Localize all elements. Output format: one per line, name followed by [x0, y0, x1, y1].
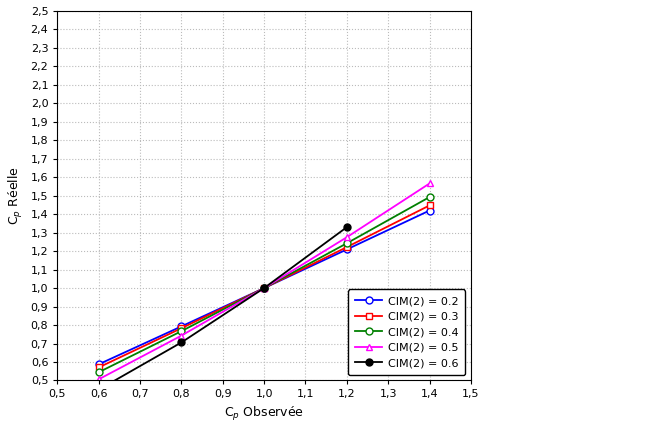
X-axis label: C$_p$ Observée: C$_p$ Observée: [224, 405, 304, 423]
CIM(2) = 0.5: [95, 377, 103, 382]
CIM(2) = 0.6: [95, 387, 103, 392]
CIM(2) = 0.4: [426, 194, 434, 200]
CIM(2) = 0.3: [95, 365, 103, 370]
Line: CIM(2) = 0.2: CIM(2) = 0.2: [95, 207, 433, 368]
CIM(2) = 0.4: [177, 329, 185, 334]
Y-axis label: C$_p$ Réelle: C$_p$ Réelle: [7, 166, 25, 225]
CIM(2) = 0.2: [343, 247, 351, 252]
CIM(2) = 0.4: [260, 286, 268, 291]
CIM(2) = 0.5: [260, 286, 268, 291]
Line: CIM(2) = 0.5: CIM(2) = 0.5: [95, 180, 433, 383]
CIM(2) = 0.3: [260, 286, 268, 291]
CIM(2) = 0.6: [343, 224, 351, 230]
CIM(2) = 0.2: [95, 362, 103, 367]
CIM(2) = 0.3: [426, 203, 434, 208]
CIM(2) = 0.2: [260, 286, 268, 291]
Line: CIM(2) = 0.3: CIM(2) = 0.3: [95, 202, 433, 371]
CIM(2) = 0.4: [343, 241, 351, 246]
Legend: CIM(2) = 0.2, CIM(2) = 0.3, CIM(2) = 0.4, CIM(2) = 0.5, CIM(2) = 0.6: CIM(2) = 0.2, CIM(2) = 0.3, CIM(2) = 0.4…: [348, 289, 466, 375]
CIM(2) = 0.6: [177, 340, 185, 345]
CIM(2) = 0.4: [95, 370, 103, 375]
CIM(2) = 0.5: [343, 235, 351, 240]
CIM(2) = 0.3: [343, 245, 351, 250]
CIM(2) = 0.5: [426, 181, 434, 186]
Line: CIM(2) = 0.6: CIM(2) = 0.6: [95, 224, 351, 393]
CIM(2) = 0.6: [260, 286, 268, 291]
CIM(2) = 0.5: [177, 333, 185, 338]
CIM(2) = 0.3: [177, 326, 185, 331]
CIM(2) = 0.2: [426, 208, 434, 213]
CIM(2) = 0.2: [177, 324, 185, 329]
Line: CIM(2) = 0.4: CIM(2) = 0.4: [95, 194, 433, 376]
